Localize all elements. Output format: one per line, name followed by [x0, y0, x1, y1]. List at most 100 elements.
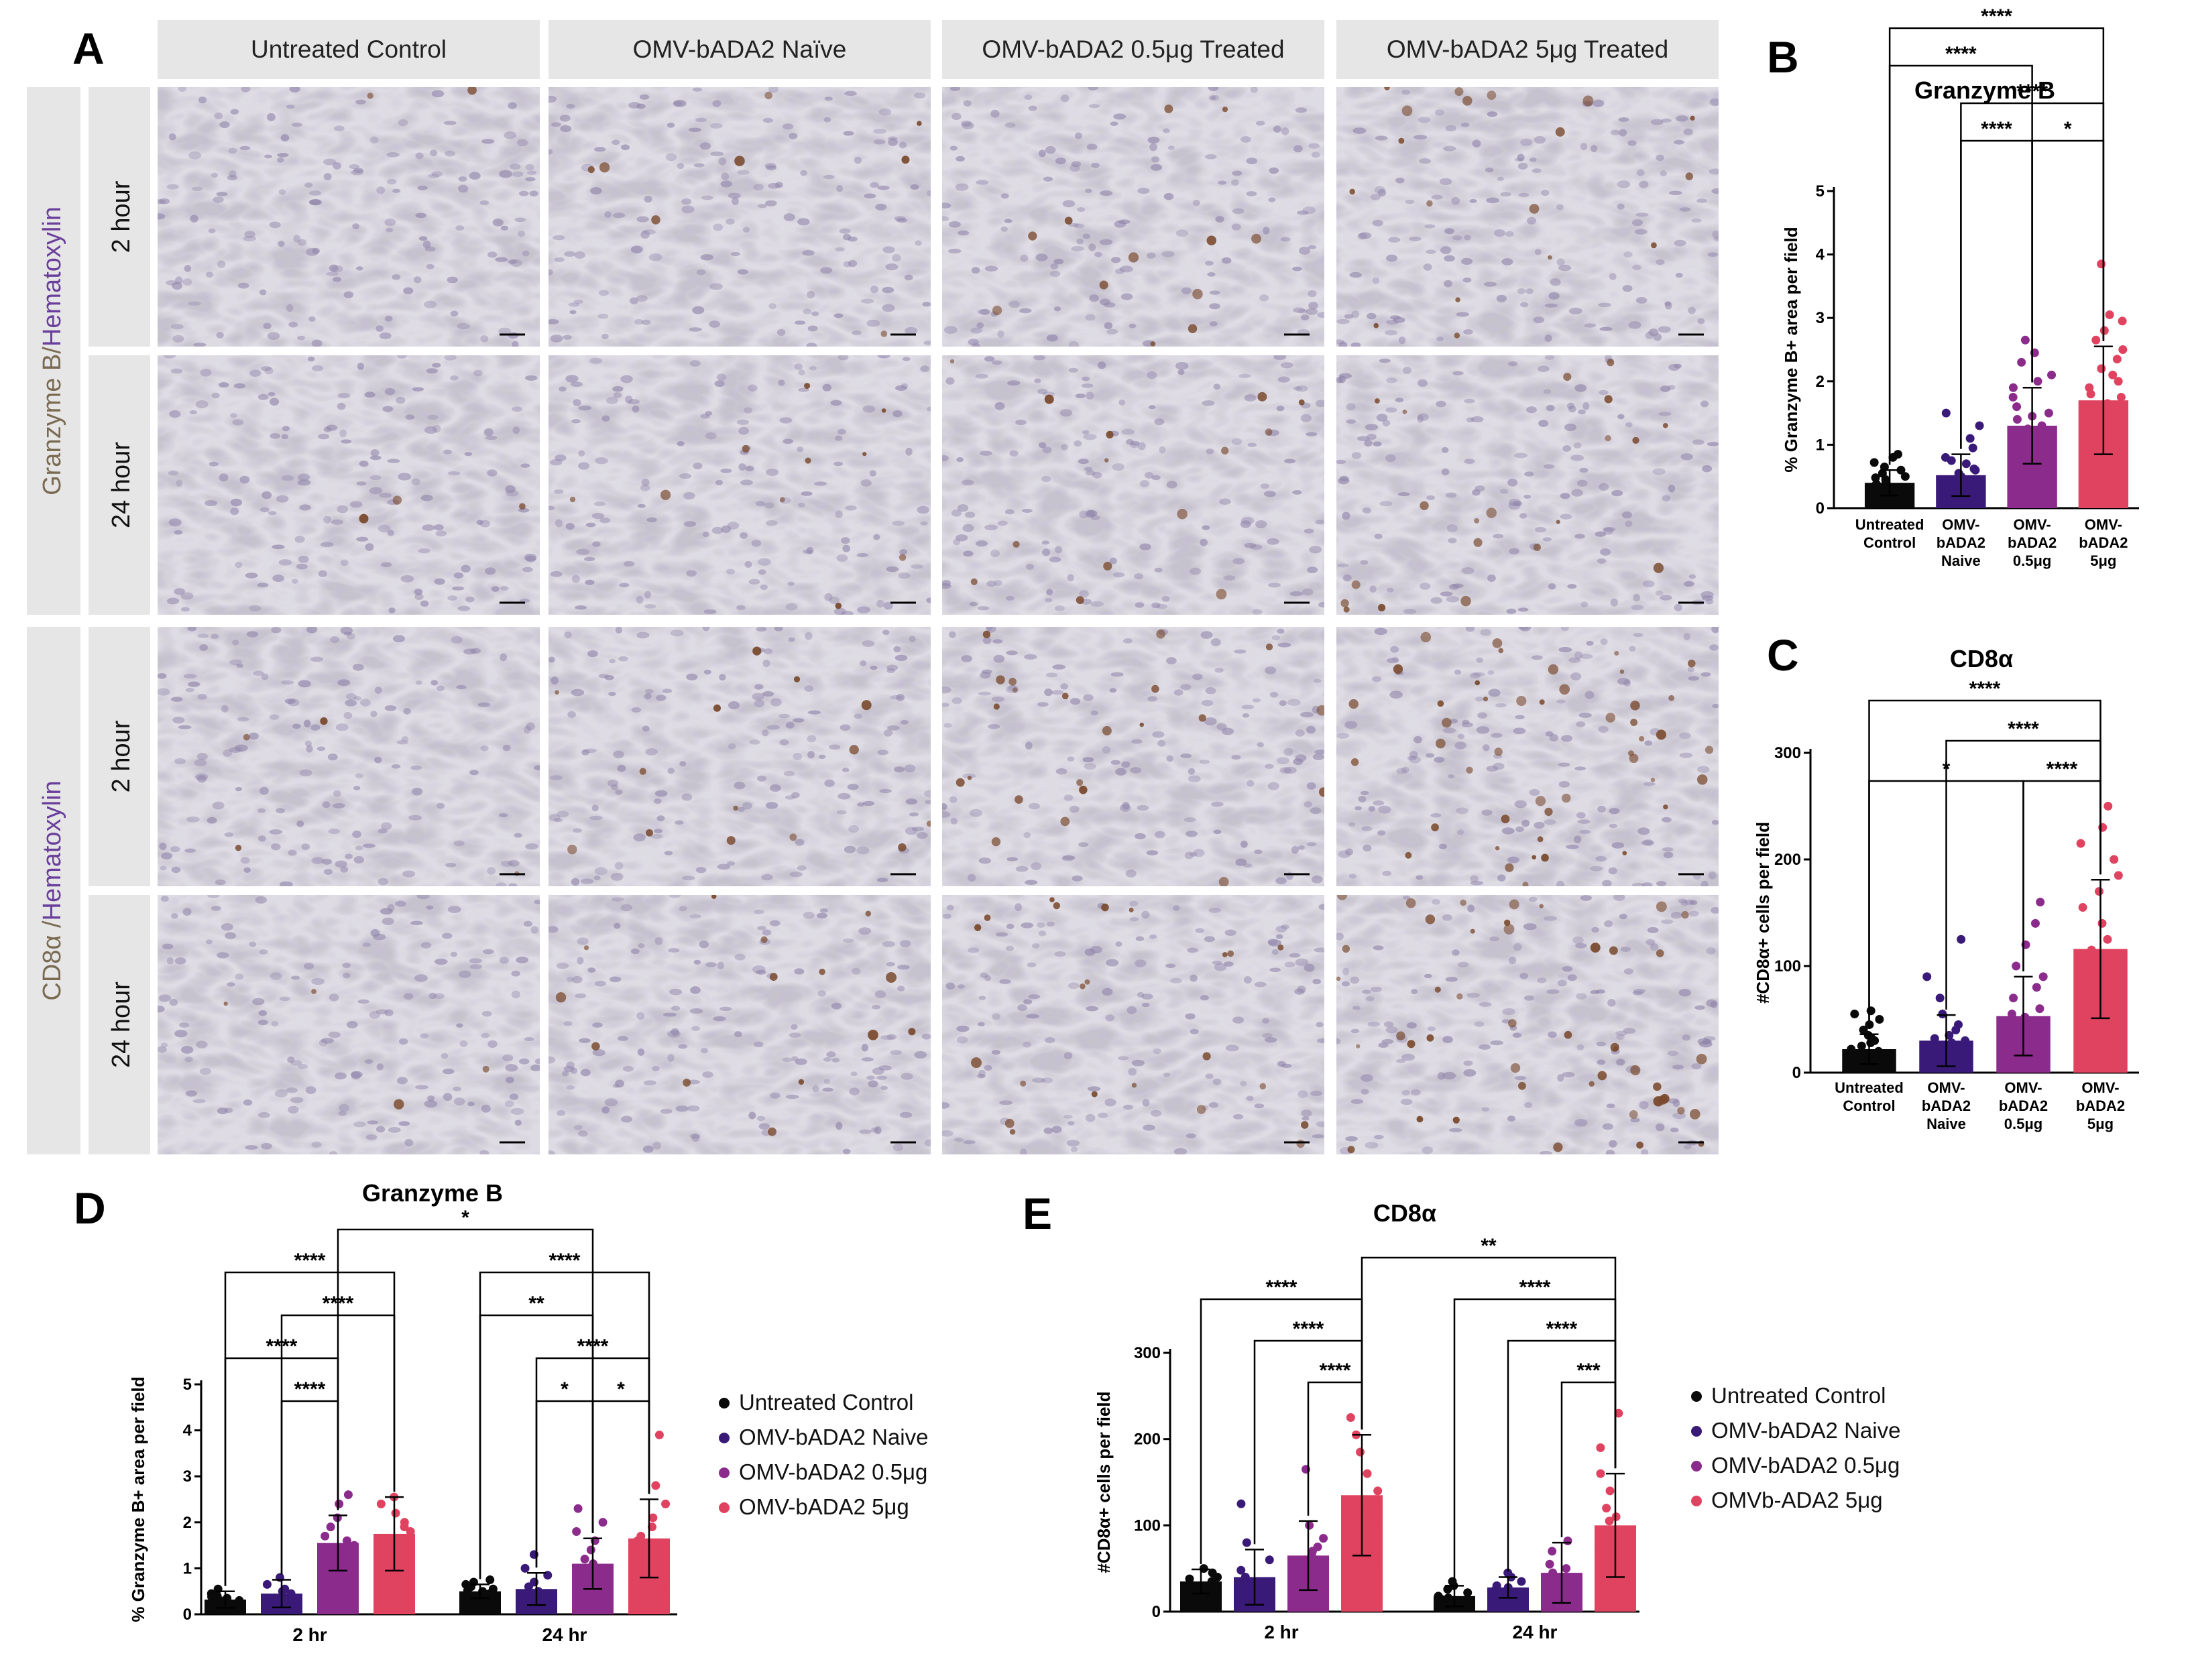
data-point [2007, 1010, 2016, 1019]
data-point [1563, 1536, 1572, 1545]
data-point [391, 1508, 400, 1518]
data-point [1620, 1538, 1629, 1547]
data-point [1875, 1015, 1884, 1024]
legend-swatch [719, 1398, 730, 1408]
data-point [2097, 259, 2106, 269]
data-point [1265, 1577, 1274, 1586]
significance-label: **** [1546, 1318, 1578, 1340]
panel-letter: E [1023, 1189, 1052, 1238]
y-axis-label: % Granzyme B+ area per field [1781, 227, 1801, 472]
significance-bracket [1361, 1256, 1617, 1469]
panel-letter: D [74, 1183, 106, 1233]
legend-swatch [1691, 1461, 1702, 1472]
data-point [1545, 1559, 1554, 1569]
data-point [1302, 1577, 1312, 1586]
category-label: 5μg [2087, 1116, 2114, 1132]
data-point [349, 1541, 359, 1550]
category-label: OMV- [2004, 1079, 2042, 1096]
stain-label-bg [27, 87, 80, 615]
data-point [206, 1603, 215, 1612]
column-header-bg [942, 20, 1324, 79]
data-point [1241, 1573, 1250, 1582]
micrograph-tile [942, 355, 1324, 615]
data-point [1252, 1579, 1261, 1589]
significance-label: * [2064, 118, 2072, 140]
micrograph-tile [158, 355, 540, 615]
data-point [2028, 437, 2038, 446]
data-point [321, 1531, 330, 1541]
data-point [1965, 434, 1975, 443]
data-point [2097, 918, 2107, 928]
data-point [2009, 994, 2018, 1003]
data-point [1850, 1010, 1859, 1019]
significance-bracket [591, 1400, 650, 1533]
legend-label: OMV-bADA2 0.5μg [739, 1459, 927, 1484]
y-tick-label: 100 [1134, 1516, 1161, 1535]
stain-label: CD8α /Hematoxylin [38, 780, 66, 1000]
data-point [1951, 1057, 1960, 1067]
significance-label: ** [528, 1293, 544, 1315]
data-point [2099, 1036, 2108, 1045]
category-label: Untreated [1855, 516, 1924, 533]
data-point [2012, 402, 2022, 412]
significance-label: **** [1293, 1318, 1324, 1340]
data-point [1562, 1564, 1571, 1573]
category-label: OMV- [2081, 1079, 2119, 1096]
y-tick-label: 2 [183, 1514, 192, 1532]
data-point [1881, 475, 1890, 484]
data-point [1947, 1038, 1957, 1047]
data-point [2118, 316, 2127, 326]
data-point [2103, 399, 2112, 408]
data-point [534, 1587, 543, 1596]
legend-label: OMV-bADA2 0.5μg [1711, 1453, 1900, 1478]
panel-a-micrographs: A Untreated Control OMV-bADA2 Naïve OMV-bA… [27, 20, 1719, 1154]
data-point [1364, 1504, 1373, 1513]
data-point [2108, 370, 2118, 379]
category-label: bADA2 [1922, 1097, 1971, 1114]
data-point [1371, 1495, 1380, 1504]
y-tick-label: 300 [1774, 744, 1801, 762]
data-point [2017, 357, 2026, 367]
data-point [1941, 408, 1951, 418]
micrograph-tile [158, 87, 540, 347]
data-point [1597, 1547, 1607, 1556]
column-header-bg [158, 20, 540, 79]
data-point [1880, 463, 1889, 472]
significance-bracket [535, 1400, 594, 1568]
significance-label: **** [1266, 1276, 1297, 1299]
data-point [1968, 443, 1977, 453]
significance-label: * [561, 1378, 569, 1400]
data-point [1896, 465, 1906, 475]
chart-e-cd8a-time: E CD8α 0 100 200 300 #CD8α+ cells per field 2 h… [1023, 1189, 1900, 1642]
data-point [1961, 459, 1971, 469]
data-point [1949, 478, 1958, 487]
time-label: 2 hour [107, 180, 135, 253]
data-point [2008, 1036, 2017, 1045]
y-tick-label: 2 [1816, 373, 1825, 391]
time-label: 24 hour [107, 442, 135, 528]
data-point [392, 1573, 401, 1582]
data-point [2036, 898, 2045, 907]
data-point [1296, 1568, 1306, 1577]
chart-c-cd8a: C CD8α 0 100 200 300 #CD8α+ cells per field Unt… [1753, 630, 2139, 1132]
data-point [1614, 1408, 1623, 1418]
data-point [342, 1536, 351, 1545]
y-tick-label: 3 [1816, 309, 1825, 327]
data-point [2038, 972, 2048, 981]
data-point [2113, 440, 2122, 449]
time-label-bg [89, 895, 150, 1154]
data-point [631, 1550, 640, 1559]
data-point [546, 1600, 556, 1610]
significance-label: **** [2046, 758, 2078, 780]
data-point [1448, 1577, 1457, 1586]
data-point [1265, 1555, 1274, 1565]
data-point [2008, 383, 2018, 392]
y-tick-label: 100 [1774, 957, 1801, 975]
micrograph-tile [1336, 87, 1719, 347]
data-point [1517, 1577, 1526, 1586]
micrograph-tile [549, 87, 931, 347]
data-point [2033, 377, 2042, 386]
y-tick-label: 3 [183, 1467, 192, 1486]
legend-swatch [1691, 1496, 1702, 1506]
